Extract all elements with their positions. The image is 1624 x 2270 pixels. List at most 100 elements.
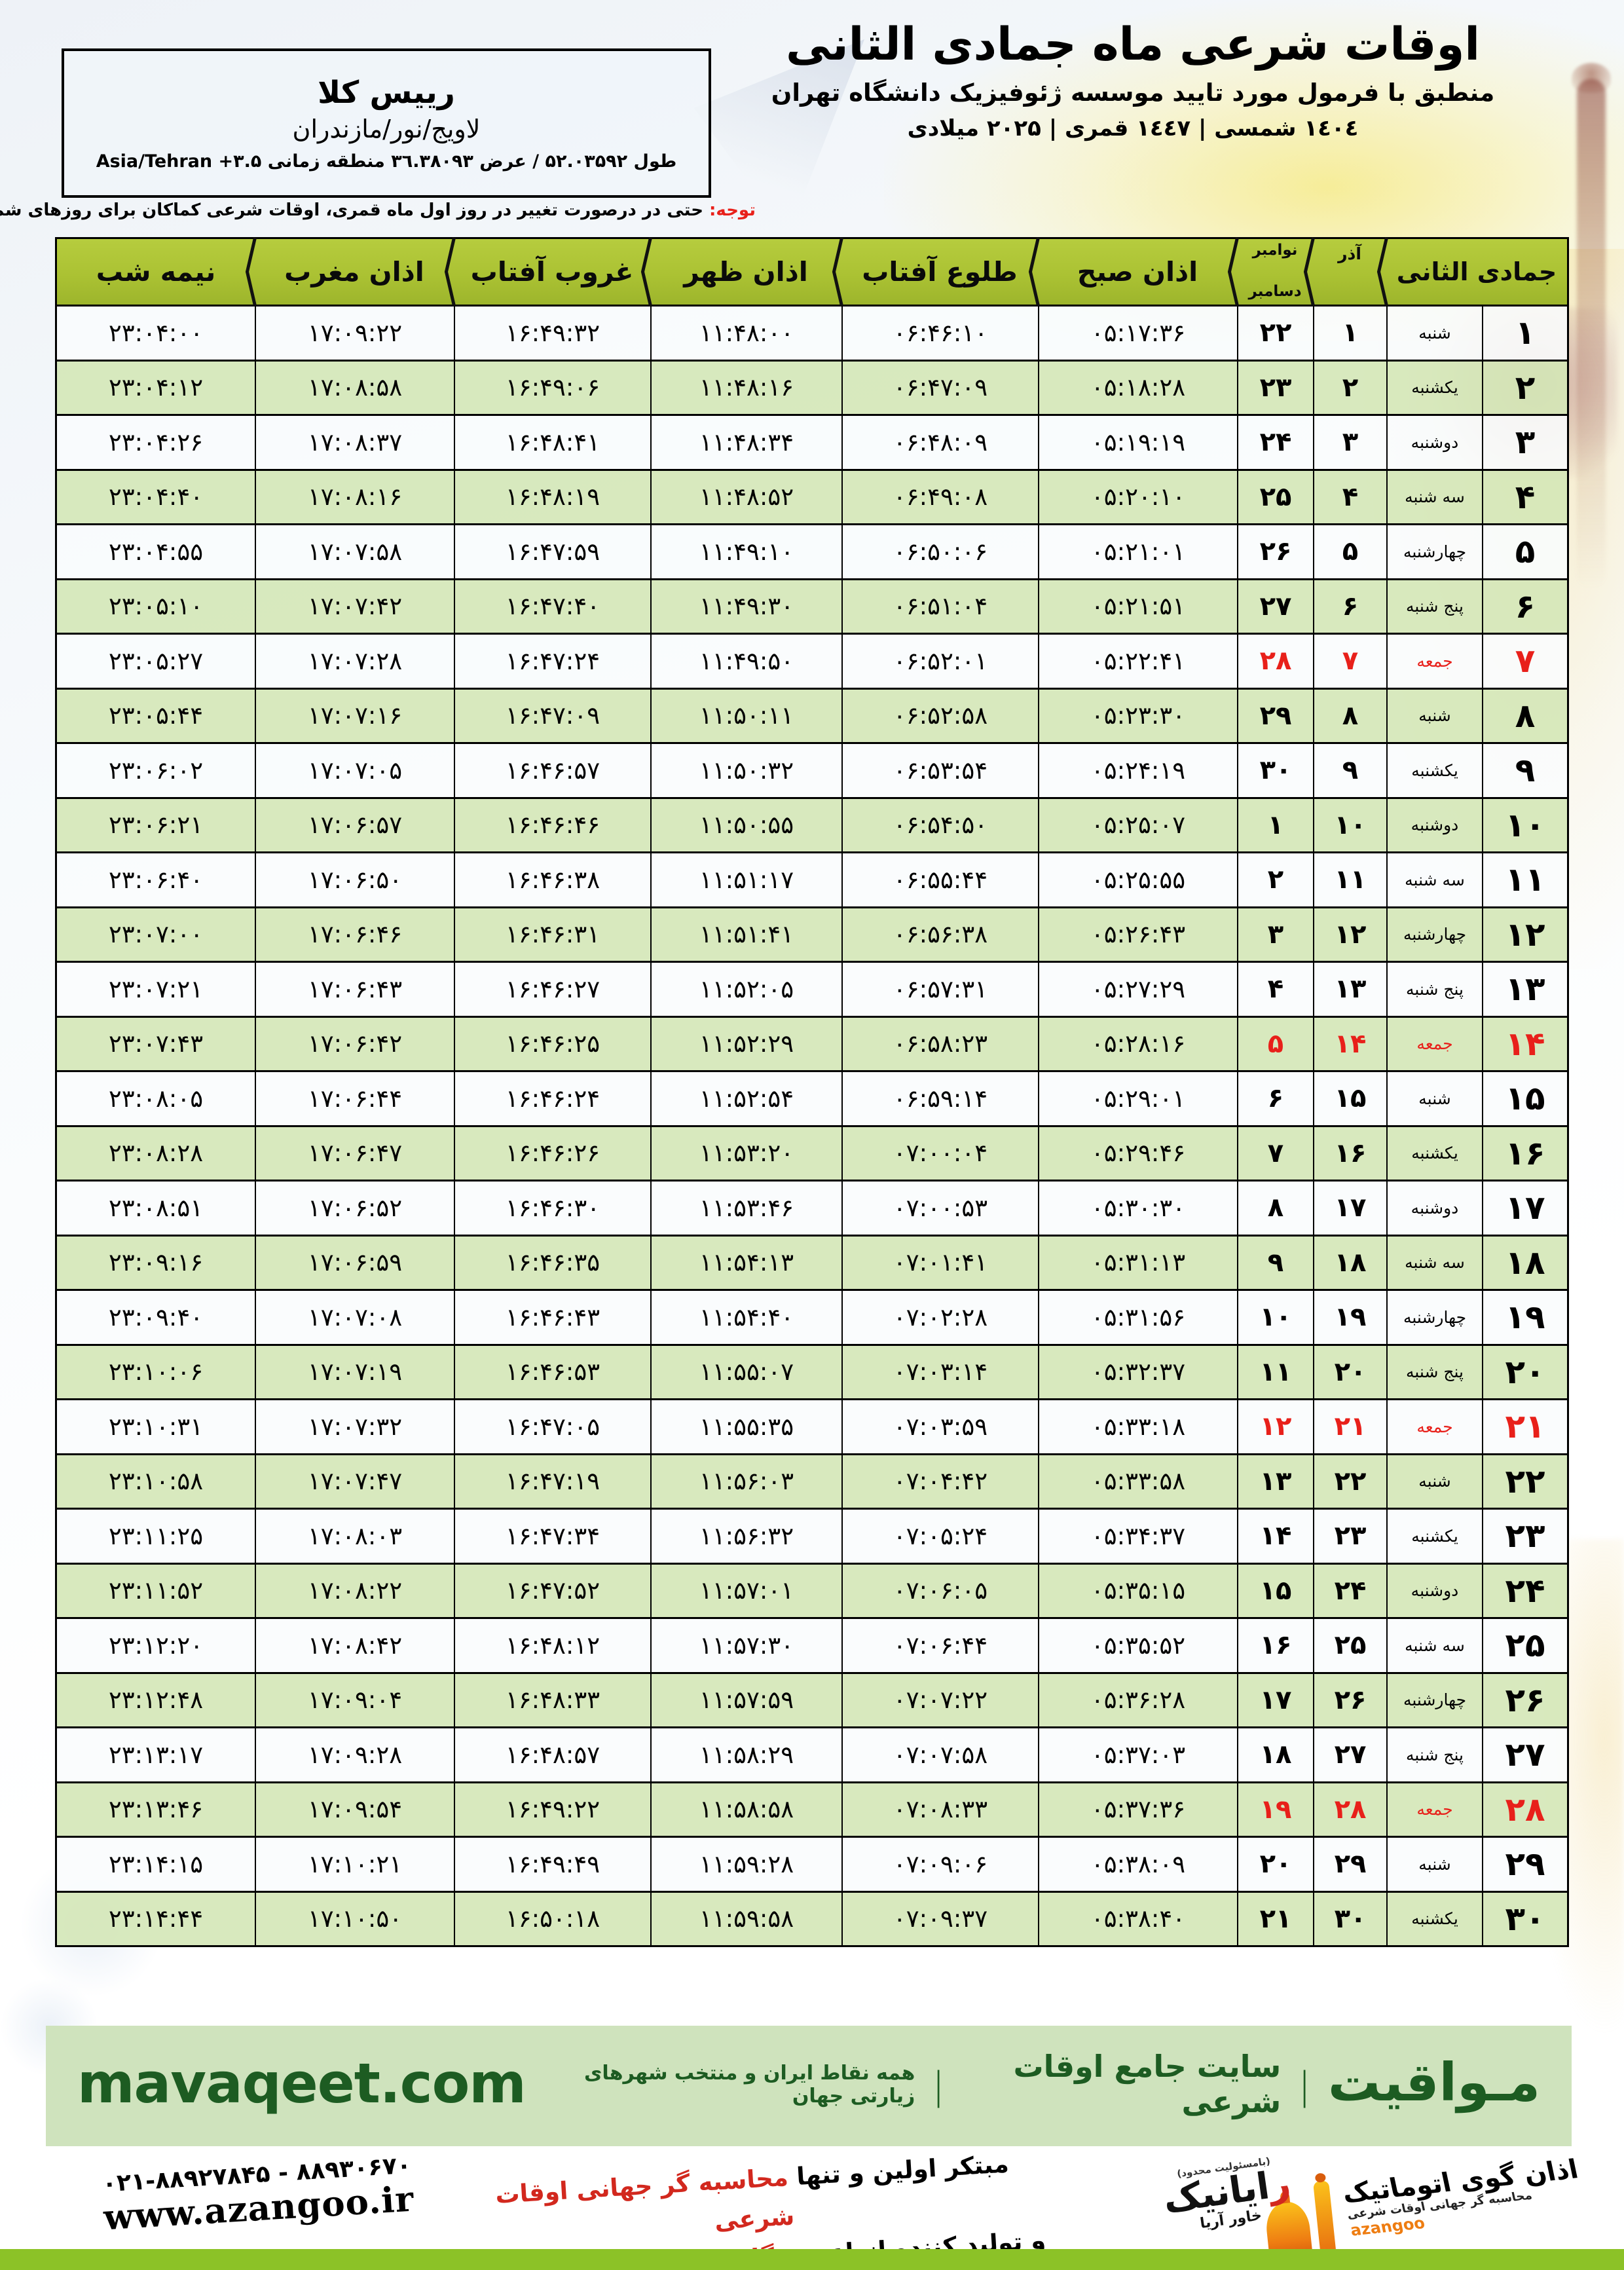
cell-nimeshab: ۲۳:۱۳:۱۷ [108,1740,204,1769]
cell-weekday: دوشنبه [1386,416,1482,469]
table-row: ۱ شنبه ۱ ۲۲ ۰۵:۱۷:۳۶ ۰۶:۴۶:۱۰ ۱۱:۴۸:۰۰ ۱۶:۴۹:۳۲… [57,305,1567,360]
cell-tolu-aftab: ۰۷:۰۹:۰۶ [841,1838,1038,1891]
cell-azar-day: ۲ [1313,361,1386,414]
cell-ghorub-aftab: ۱۶:۴۷:۵۲ [454,1564,650,1617]
cell-gregorian-day: ۱۳ [1237,1455,1313,1508]
cell-ghorub-aftab: ۱۶:۴۸:۱۲ [454,1619,650,1672]
cell-tolu-aftab: ۰۶:۴۹:۰۸ [841,470,1038,523]
cell-jumada-day: ۱۱ [1482,853,1567,906]
cell-azan-zohr: ۱۱:۵۱:۴۱ [650,908,841,961]
cell-jumada-day: ۶ [1482,580,1567,633]
cell-jumada-day: ۵ [1482,525,1567,578]
cell-jumada-day: ۱۵ [1482,1072,1567,1125]
cell-gregorian-day: ۶ [1237,1072,1313,1125]
cell-azan-zohr: ۱۱:۵۵:۰۷ [650,1345,841,1398]
table-row: ۲۵ سه شنبه ۲۵ ۱۶ ۰۵:۳۵:۵۲ ۰۷:۰۶:۴۴ ۱۱:۵۷:۳۰ ۱۶:… [57,1617,1567,1672]
cell-azan-sobh: ۰۵:۲۸:۱۶ [1038,1017,1237,1070]
cell-azar-day: ۲۵ [1313,1619,1386,1672]
cell-azan-sobh: ۰۵:۳۷:۰۳ [1038,1728,1237,1781]
cell-nimeshab: ۲۳:۱۱:۲۵ [108,1521,204,1550]
cell-azan-zohr: ۱۱:۴۹:۱۰ [650,525,841,578]
cell-azan-zohr: ۱۱:۵۹:۵۸ [650,1892,841,1945]
table-row: ۱۳ پنج شنبه ۱۳ ۴ ۰۵:۲۷:۲۹ ۰۶:۵۷:۳۱ ۱۱:۵۲:۰۵ ۱۶:… [57,961,1567,1016]
table-row: ۷ جمعه ۷ ۲۸ ۰۵:۲۲:۴۱ ۰۶:۵۲:۰۱ ۱۱:۴۹:۵۰ ۱۶:۴۷:۲۴… [57,633,1567,688]
table-row: ۳۰ یکشنبه ۳۰ ۲۱ ۰۵:۳۸:۴۰ ۰۷:۰۹:۳۷ ۱۱:۵۹:۵۸ ۱۶:۵… [57,1890,1567,1945]
cell-azan-maghreb: ۱۷:۱۰:۵۰ [255,1892,454,1945]
cell-gregorian-day: ۱۴ [1237,1510,1313,1563]
table-row: ۲۴ دوشنبه ۲۴ ۱۵ ۰۵:۳۵:۱۵ ۰۷:۰۶:۰۵ ۱۱:۵۷:۰۱ ۱۶:۴… [57,1562,1567,1617]
cell-nimeshab: ۲۳:۰۵:۴۴ [108,701,204,730]
cell-tolu-aftab: ۰۷:۰۵:۲۴ [841,1510,1038,1563]
cell-azan-maghreb: ۱۷:۰۶:۵۰ [255,853,454,906]
cell-azar-day: ۲۱ [1313,1400,1386,1453]
cell-nimeshab: ۲۳:۰۸:۵۱ [108,1193,204,1222]
cell-gregorian-day: ۳۰ [1237,744,1313,797]
location-name: رییس کلا [318,75,455,111]
cell-azar-day: ۱۱ [1313,853,1386,906]
column-header-azan-maghreb: اذان مغرب [255,239,454,305]
table-row: ۱۴ جمعه ۱۴ ۵ ۰۵:۲۸:۱۶ ۰۶:۵۸:۲۳ ۱۱:۵۲:۲۹ ۱۶:۴۶:۲… [57,1015,1567,1070]
cell-weekday: دوشنبه [1386,1564,1482,1617]
cell-weekday: جمعه [1386,1783,1482,1836]
cell-azan-sobh: ۰۵:۳۶:۲۸ [1038,1673,1237,1726]
cell-ghorub-aftab: ۱۶:۴۷:۱۹ [454,1455,650,1508]
cell-azan-sobh: ۰۵:۱۸:۲۸ [1038,361,1237,414]
cell-azan-sobh: ۰۵:۲۹:۴۶ [1038,1126,1237,1180]
cell-azar-day: ۲۸ [1313,1783,1386,1836]
table-row: ۲۳ یکشنبه ۲۳ ۱۴ ۰۵:۳۴:۳۷ ۰۷:۰۵:۲۴ ۱۱:۵۶:۳۲ ۱۶:۴… [57,1508,1567,1563]
location-region: لاویج/نور/مازندران [292,115,481,143]
cell-gregorian-day: ۲۷ [1237,580,1313,633]
cell-gregorian-day: ۱۹ [1237,1783,1313,1836]
cell-weekday: دوشنبه [1386,798,1482,851]
cell-azar-day: ۴ [1313,470,1386,523]
coords-farsi: طول ۵۲.۰۳۵۹۲ / عرض ۳٦.۳۸۰۹۳ منطقه زمانی [267,151,677,172]
cell-weekday: سه شنبه [1386,1236,1482,1289]
cell-nimeshab: ۲۳:۱۴:۴۴ [108,1905,204,1933]
table-row: ۱۲ چهارشنبه ۱۲ ۳ ۰۵:۲۶:۴۳ ۰۶:۵۶:۳۸ ۱۱:۵۱:۴۱ ۱۶:… [57,906,1567,961]
cell-tolu-aftab: ۰۶:۵۷:۳۱ [841,963,1038,1016]
cell-jumada-day: ۲۴ [1482,1564,1567,1617]
cell-tolu-aftab: ۰۶:۵۸:۲۳ [841,1017,1038,1070]
cell-jumada-day: ۲۶ [1482,1673,1567,1726]
column-header-jumada: جمادی الثانی [1396,257,1557,286]
cell-azan-sobh: ۰۵:۳۰:۳۰ [1038,1182,1237,1235]
cell-azan-maghreb: ۱۷:۰۷:۳۲ [255,1400,454,1453]
cell-azan-maghreb: ۱۷:۰۶:۴۲ [255,1017,454,1070]
cell-jumada-day: ۲۲ [1482,1455,1567,1508]
cell-azan-sobh: ۰۵:۳۱:۵۶ [1038,1291,1237,1344]
cell-nimeshab: ۲۳:۰۴:۲۶ [108,428,204,456]
table-row: ۱۷ دوشنبه ۱۷ ۸ ۰۵:۳۰:۳۰ ۰۷:۰۰:۵۳ ۱۱:۵۳:۴۶ ۱۶:۴۶… [57,1180,1567,1235]
cell-jumada-day: ۱۹ [1482,1291,1567,1344]
cell-tolu-aftab: ۰۷:۰۶:۰۵ [841,1564,1038,1617]
cell-azan-sobh: ۰۵:۲۶:۴۳ [1038,908,1237,961]
cell-azan-sobh: ۰۵:۳۱:۱۳ [1038,1236,1237,1289]
cell-ghorub-aftab: ۱۶:۴۹:۳۲ [454,307,650,360]
cell-tolu-aftab: ۰۷:۰۷:۵۸ [841,1728,1038,1781]
cell-ghorub-aftab: ۱۶:۴۷:۴۰ [454,580,650,633]
cell-tolu-aftab: ۰۷:۰۲:۲۸ [841,1291,1038,1344]
table-row: ۱۶ یکشنبه ۱۶ ۷ ۰۵:۲۹:۴۶ ۰۷:۰۰:۰۴ ۱۱:۵۳:۲۰ ۱۶:۴۶… [57,1125,1567,1180]
footer: اذان گوی اتوماتیک محاسبه گر جهانی اوقات … [0,2149,1624,2270]
cell-azan-maghreb: ۱۷:۰۷:۵۸ [255,525,454,578]
cell-azan-maghreb: ۱۷:۰۶:۵۲ [255,1182,454,1235]
cell-azan-zohr: ۱۱:۵۸:۲۹ [650,1728,841,1781]
table-header-row: جمادی الثانی آذر نوامبر دسامبر اذان صبح طلوع … [57,239,1567,305]
cell-jumada-day: ۷ [1482,635,1567,688]
cell-azar-day: ۲۰ [1313,1345,1386,1398]
cell-azan-maghreb: ۱۷:۰۷:۱۹ [255,1345,454,1398]
cell-weekday: دوشنبه [1386,1182,1482,1235]
cell-ghorub-aftab: ۱۶:۴۸:۴۱ [454,416,650,469]
cell-tolu-aftab: ۰۶:۵۵:۴۴ [841,853,1038,906]
cell-azan-zohr: ۱۱:۵۸:۵۸ [650,1783,841,1836]
cell-gregorian-day: ۸ [1237,1182,1313,1235]
cell-azar-day: ۶ [1313,580,1386,633]
cell-weekday: یکشنبه [1386,1892,1482,1945]
table-body: ۱ شنبه ۱ ۲۲ ۰۵:۱۷:۳۶ ۰۶:۴۶:۱۰ ۱۱:۴۸:۰۰ ۱۶:۴۹:۳۲… [57,305,1567,1945]
cell-azan-maghreb: ۱۷:۰۸:۳۷ [255,416,454,469]
cell-azar-day: ۲۶ [1313,1673,1386,1726]
cell-azan-zohr: ۱۱:۵۹:۲۸ [650,1838,841,1891]
cell-azan-maghreb: ۱۷:۰۶:۵۹ [255,1236,454,1289]
cell-jumada-day: ۴ [1482,470,1567,523]
cell-azan-zohr: ۱۱:۵۴:۱۳ [650,1236,841,1289]
cell-weekday: پنج شنبه [1386,1728,1482,1781]
